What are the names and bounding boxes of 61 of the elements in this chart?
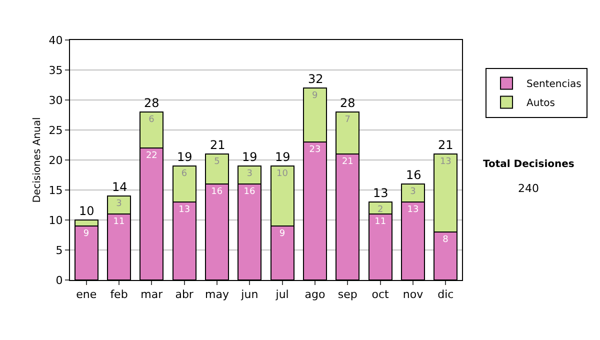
x-tick-label: mar: [140, 288, 164, 302]
data-label: 9: [279, 229, 286, 239]
y-tick-label: 35: [48, 64, 63, 77]
total-label: 28: [340, 96, 356, 110]
data-label: 13: [440, 157, 452, 167]
data-label: 5: [214, 157, 220, 167]
y-tick-label: 15: [48, 184, 63, 197]
data-label: 11: [113, 217, 125, 227]
total-label: 19: [275, 150, 290, 164]
y-tick-label: 20: [48, 154, 63, 167]
data-label: 11: [374, 217, 386, 227]
x-tick-label: dic: [438, 288, 454, 302]
x-tick-label: oct: [372, 288, 390, 302]
total-label: 21: [210, 138, 226, 152]
data-label: 3: [246, 169, 253, 179]
total-label: 14: [112, 180, 128, 194]
total-label: 19: [242, 150, 258, 164]
total-label: 10: [79, 204, 94, 218]
data-label: 6: [181, 169, 188, 179]
data-label: 8: [442, 235, 449, 245]
x-tick-label: ene: [76, 288, 97, 302]
text: 240: [518, 182, 539, 195]
y-tick-label: 25: [48, 124, 63, 137]
x-tick-label: abr: [175, 288, 194, 302]
x-tick-label: jul: [274, 288, 289, 302]
text: Total Decisiones: [483, 159, 574, 170]
data-label: 16: [244, 187, 256, 197]
data-label: 7: [344, 115, 351, 125]
y-axis-title: Decisiones Anual: [32, 117, 43, 203]
data-label: 3: [116, 199, 122, 209]
data-label: 16: [211, 187, 223, 197]
total-label: 28: [144, 96, 160, 110]
y-tick-label: 40: [48, 34, 63, 47]
data-label: 9: [83, 229, 90, 239]
x-tick-label: jun: [240, 288, 258, 302]
y-tick-label: 0: [56, 274, 63, 287]
x-tick-label: may: [205, 288, 230, 302]
legend-label: Sentencias: [526, 79, 582, 90]
data-label: 9: [312, 91, 318, 101]
y-tick-label: 5: [56, 244, 63, 257]
data-label: 13: [178, 205, 190, 215]
data-label: 6: [148, 115, 155, 125]
x-tick-label: feb: [110, 288, 128, 302]
total-label: 13: [373, 186, 388, 200]
x-tick-label: ago: [304, 288, 326, 302]
y-tick-label: 10: [48, 214, 63, 227]
x-tick-label: sep: [338, 288, 358, 302]
legend-label: Autos: [526, 98, 555, 110]
data-label: 10: [276, 169, 288, 179]
x-tick-label: nov: [402, 288, 424, 302]
data-label: 21: [342, 157, 354, 167]
total-label: 19: [177, 150, 192, 164]
data-label: 3: [410, 187, 416, 197]
total-label: 16: [406, 168, 422, 182]
y-tick-label: 30: [48, 94, 63, 107]
data-label: 22: [146, 151, 158, 161]
data-label: 13: [407, 205, 419, 215]
data-label: 23: [309, 145, 321, 155]
total-label: 32: [308, 72, 324, 86]
data-label: 2: [377, 205, 384, 215]
total-label: 21: [438, 138, 454, 152]
